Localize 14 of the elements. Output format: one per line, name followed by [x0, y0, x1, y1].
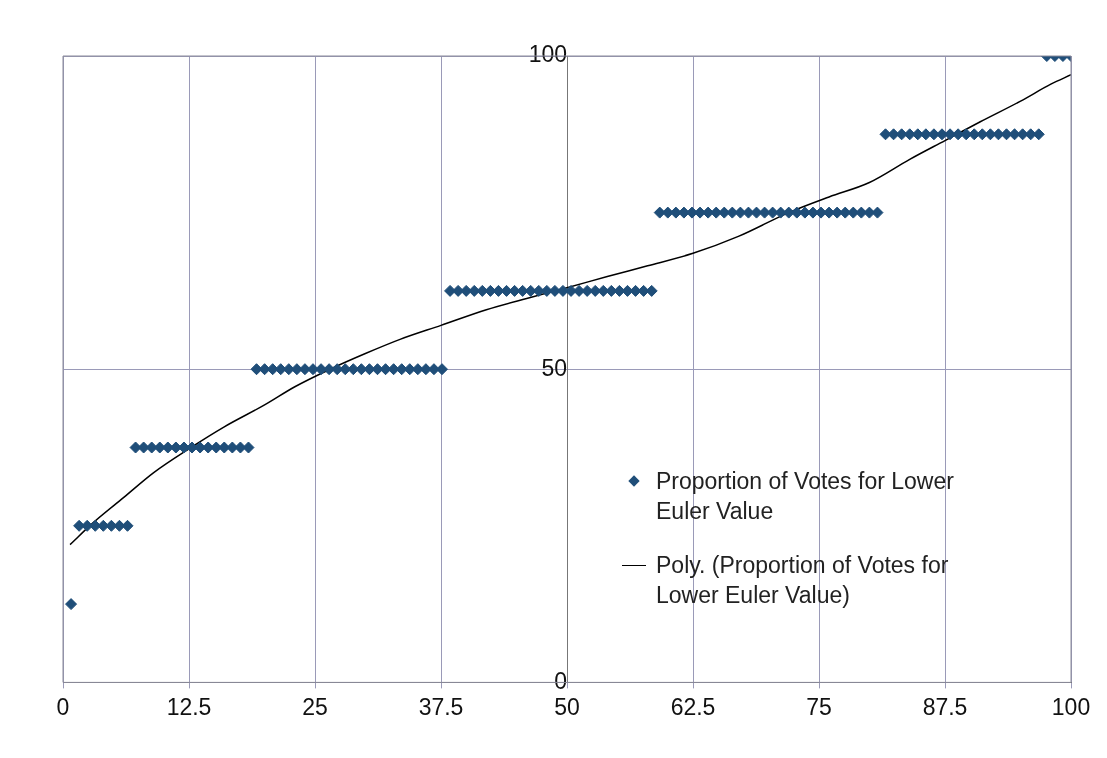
- x-tick-label: 75: [806, 693, 832, 720]
- y-tick-label: 100: [528, 41, 567, 68]
- y-tick-label: 0: [554, 667, 567, 694]
- x-tick-label: 62.5: [670, 693, 716, 720]
- legend-label: Poly. (Proportion of Votes for Lower Euler Value): [656, 551, 950, 610]
- line-series: [69, 74, 1071, 546]
- legend-label: Proportion of Votes for Lower Euler Value: [656, 467, 955, 526]
- x-tick-label: 37.5: [418, 693, 464, 720]
- x-tick-label: 12.5: [166, 693, 212, 720]
- x-tick-label: 0: [56, 693, 70, 720]
- x-tick-label: 87.5: [922, 693, 968, 720]
- x-tick-label: 25: [302, 693, 328, 720]
- x-tick-label: 100: [1051, 693, 1091, 720]
- y-tick-label: 50: [541, 354, 567, 381]
